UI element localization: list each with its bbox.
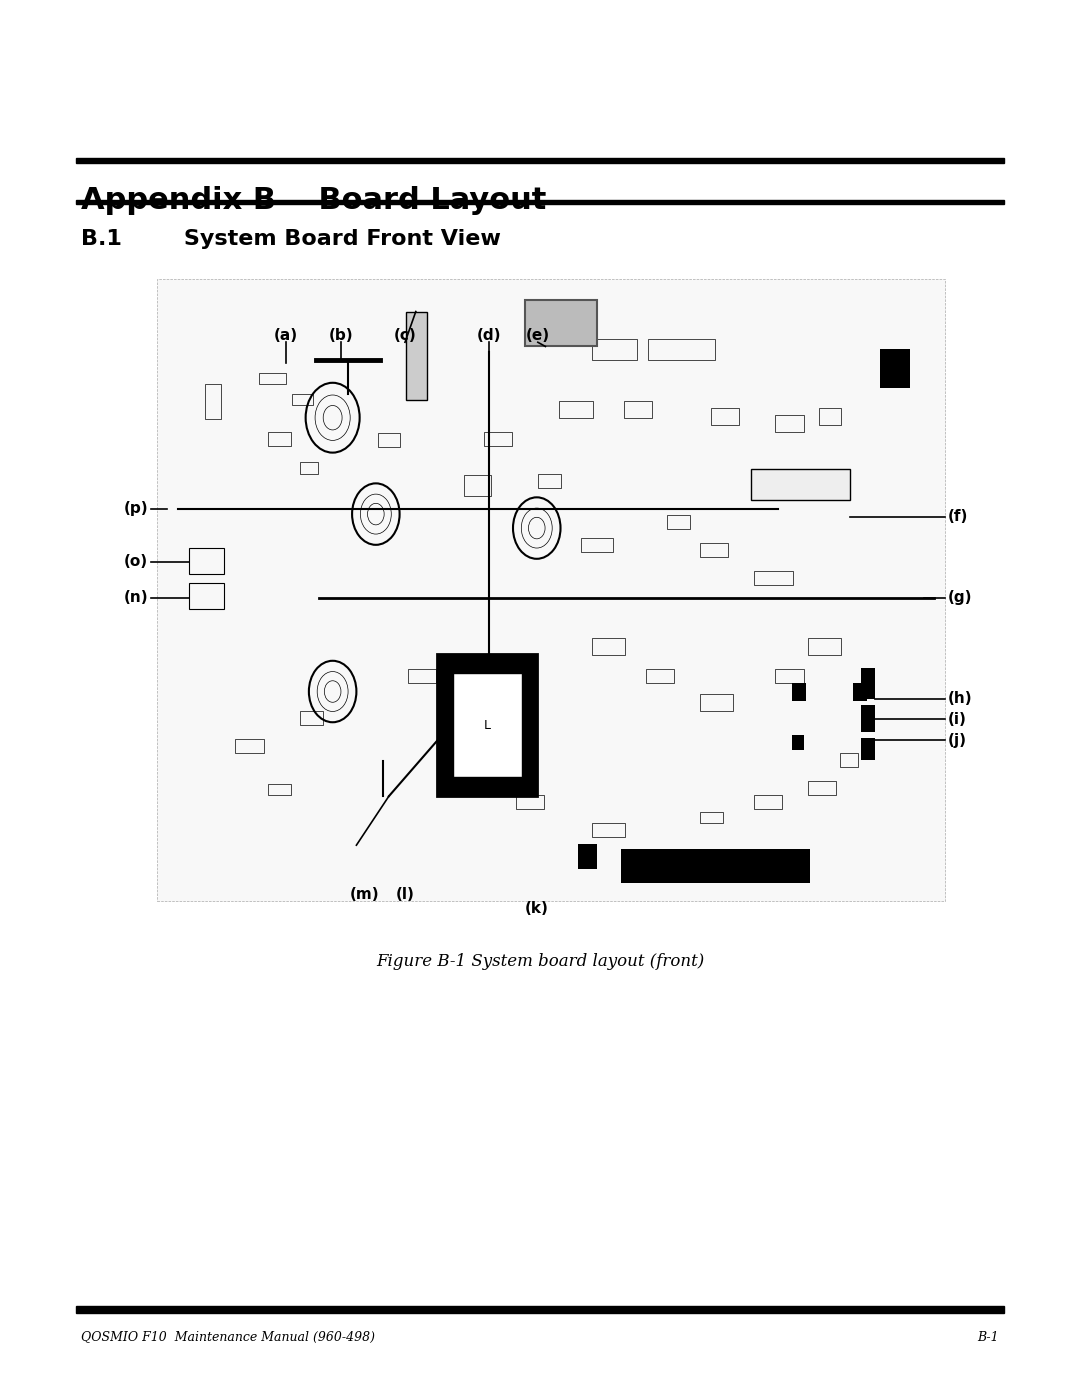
Bar	[792, 683, 806, 701]
Bar	[667, 515, 690, 529]
Text: (f): (f)	[948, 510, 969, 524]
Bar	[861, 738, 875, 760]
Bar	[646, 669, 674, 683]
Bar	[880, 349, 910, 388]
Bar	[592, 638, 625, 655]
Text: (j): (j)	[948, 733, 968, 747]
Bar	[700, 694, 733, 711]
Bar	[792, 735, 804, 750]
Text: (a): (a)	[274, 328, 298, 342]
Bar	[819, 408, 841, 425]
Bar	[268, 784, 291, 795]
Bar	[76, 200, 1004, 204]
Bar	[484, 432, 512, 446]
Text: (b): (b)	[329, 328, 353, 342]
Bar	[453, 673, 522, 777]
Text: Appendix B    Board Layout: Appendix B Board Layout	[81, 186, 546, 215]
Bar	[754, 571, 793, 585]
Bar	[538, 474, 561, 488]
Text: (k): (k)	[525, 901, 549, 915]
Bar	[578, 844, 597, 869]
Text: (o): (o)	[124, 555, 148, 569]
Text: B-1: B-1	[977, 1331, 999, 1344]
Bar	[559, 401, 593, 418]
Bar	[861, 705, 875, 732]
Bar	[592, 823, 625, 837]
Bar	[648, 339, 715, 360]
Text: (h): (h)	[948, 692, 973, 705]
Bar	[592, 339, 637, 360]
Bar	[621, 849, 810, 883]
Text: (l): (l)	[395, 887, 415, 901]
Bar	[205, 384, 221, 419]
Text: Figure B-1 System board layout (front): Figure B-1 System board layout (front)	[376, 953, 704, 970]
Bar	[378, 433, 400, 447]
Bar	[464, 475, 491, 496]
Bar	[437, 654, 537, 796]
Text: (e): (e)	[526, 328, 550, 342]
Bar	[581, 538, 613, 552]
Text: (i): (i)	[948, 712, 967, 726]
Text: (n): (n)	[123, 591, 148, 605]
Bar	[808, 638, 841, 655]
Bar	[157, 279, 945, 901]
Bar	[76, 158, 1004, 163]
Bar	[235, 739, 264, 753]
Bar	[840, 753, 858, 767]
Text: QOSMIO F10  Maintenance Manual (960-498): QOSMIO F10 Maintenance Manual (960-498)	[81, 1331, 375, 1344]
Bar	[754, 795, 782, 809]
Bar	[775, 415, 804, 432]
Bar	[853, 683, 867, 701]
Text: (d): (d)	[477, 328, 501, 342]
Bar	[76, 1306, 1004, 1313]
Bar	[775, 669, 804, 683]
Bar	[751, 469, 850, 500]
Bar	[700, 543, 728, 557]
Bar	[268, 432, 291, 446]
Text: (c): (c)	[393, 328, 417, 342]
Text: (g): (g)	[948, 591, 973, 605]
Bar	[861, 668, 875, 698]
Text: (p): (p)	[123, 502, 148, 515]
Bar	[189, 583, 224, 609]
Text: L: L	[484, 718, 490, 732]
Text: (m): (m)	[350, 887, 380, 901]
Bar	[808, 781, 836, 795]
Bar	[624, 401, 652, 418]
Bar	[300, 711, 323, 725]
Bar	[300, 462, 318, 474]
Bar	[516, 795, 544, 809]
Bar	[292, 394, 313, 405]
Bar	[259, 373, 286, 384]
Bar	[700, 812, 723, 823]
Text: B.1        System Board Front View: B.1 System Board Front View	[81, 229, 501, 249]
Bar	[406, 312, 427, 400]
Bar	[711, 408, 739, 425]
Bar	[189, 548, 224, 574]
Bar	[408, 669, 436, 683]
Bar	[525, 300, 597, 346]
